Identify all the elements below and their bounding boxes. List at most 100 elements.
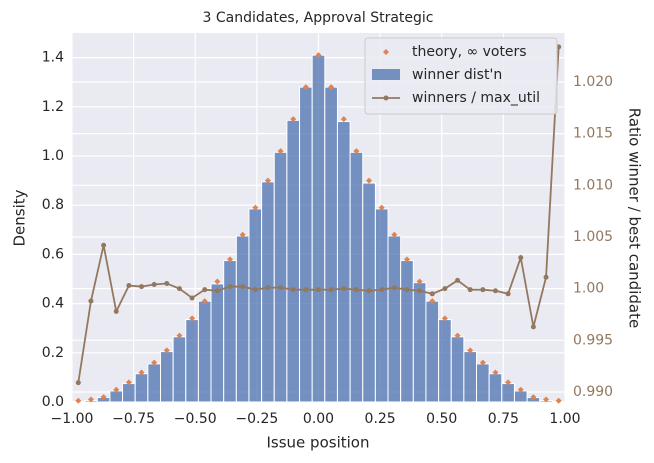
ratio-point bbox=[492, 288, 498, 294]
histogram-bar bbox=[248, 208, 263, 403]
theory-point bbox=[277, 148, 284, 155]
theory-point bbox=[366, 177, 373, 184]
ratio-point bbox=[126, 283, 132, 289]
ratio-point bbox=[391, 285, 397, 291]
theory-point bbox=[530, 394, 537, 401]
ratio-point bbox=[252, 287, 258, 293]
theory-point bbox=[467, 347, 474, 354]
y-tick-label: 1.0 bbox=[42, 148, 64, 164]
theory-point bbox=[353, 148, 360, 155]
theory-point bbox=[189, 315, 196, 322]
y-axis-label: Density bbox=[11, 189, 29, 246]
theory-point bbox=[340, 116, 347, 123]
ratio-point bbox=[530, 324, 536, 330]
theory-point bbox=[505, 379, 512, 386]
x-axis-label: Issue position bbox=[267, 434, 370, 452]
theory-point bbox=[517, 386, 524, 393]
histogram-bar bbox=[261, 181, 275, 403]
ratio-point bbox=[442, 286, 448, 292]
theory-point bbox=[113, 386, 120, 393]
ratio-point bbox=[113, 308, 119, 314]
ratio-point bbox=[341, 286, 347, 292]
histogram-bar bbox=[324, 86, 338, 403]
theory-point bbox=[479, 359, 486, 366]
theory-point bbox=[315, 52, 322, 59]
histogram-bar bbox=[374, 208, 389, 403]
theory-point bbox=[454, 332, 461, 339]
histogram-bar bbox=[463, 351, 478, 403]
histogram-bar bbox=[425, 300, 440, 403]
ratio-point bbox=[316, 287, 321, 293]
histogram-bar bbox=[299, 86, 313, 403]
ratio-point bbox=[240, 284, 246, 290]
legend: theory, ∞ voters winner dist'n winners / m… bbox=[364, 37, 558, 115]
histogram-bar bbox=[122, 383, 136, 403]
y-tick-label: 1.2 bbox=[42, 99, 64, 115]
histogram-bar bbox=[223, 260, 237, 403]
histogram-bar bbox=[349, 151, 364, 403]
ratio-point bbox=[227, 284, 233, 290]
ratio-point bbox=[480, 287, 486, 293]
theory-point bbox=[543, 396, 550, 403]
theory-point bbox=[201, 298, 208, 305]
ratio-point bbox=[189, 295, 195, 301]
histogram-bar bbox=[273, 151, 288, 403]
ratio-point bbox=[404, 287, 410, 293]
x-tick-label: 0.50 bbox=[426, 411, 457, 427]
ratio-point bbox=[290, 287, 296, 293]
histogram-bar bbox=[286, 119, 301, 403]
ratio-point bbox=[75, 380, 81, 386]
ratio-point bbox=[518, 255, 524, 261]
histogram-bar bbox=[387, 235, 402, 403]
y2-axis-label: Ratio winner / best candidate bbox=[626, 108, 644, 328]
legend-marker bbox=[383, 49, 389, 55]
theory-point bbox=[239, 231, 246, 238]
theory-point bbox=[378, 204, 385, 211]
chart-title: 3 Candidates, Approval Strategic bbox=[203, 10, 434, 26]
ratio-point bbox=[455, 277, 461, 283]
theory-point bbox=[151, 359, 158, 366]
y2-tick-label: 1.00 bbox=[573, 281, 604, 297]
histogram-bar bbox=[336, 121, 351, 403]
theory-point bbox=[403, 256, 410, 263]
theory-point bbox=[214, 278, 221, 285]
legend-label: winner dist'n bbox=[412, 67, 502, 83]
ratio-point bbox=[366, 288, 372, 294]
theory-point bbox=[391, 231, 398, 238]
x-tick-label: −0.25 bbox=[235, 411, 278, 427]
histogram-bar bbox=[400, 260, 414, 403]
ratio-point bbox=[379, 287, 385, 293]
ratio-point bbox=[467, 287, 473, 293]
theory-point bbox=[176, 332, 183, 339]
legend-swatch bbox=[372, 69, 400, 80]
histogram-bar bbox=[501, 383, 515, 403]
theory-point bbox=[555, 397, 562, 404]
x-tick-label: 0.75 bbox=[488, 411, 519, 427]
histogram-bar bbox=[476, 363, 490, 403]
y-tick-label: 0.6 bbox=[42, 246, 64, 262]
y2-tick-label: 1.010 bbox=[573, 177, 613, 193]
y2-tick-label: 1.015 bbox=[573, 126, 613, 142]
y2-tick-label: 1.005 bbox=[573, 229, 613, 245]
histogram-bar bbox=[311, 54, 326, 403]
legend-label: winners / max_util bbox=[412, 90, 540, 106]
ratio-point bbox=[303, 287, 309, 293]
theory-point bbox=[441, 315, 448, 322]
marks bbox=[71, 44, 566, 404]
legend-marker bbox=[383, 95, 389, 101]
theory-point bbox=[416, 278, 423, 285]
theory-point bbox=[290, 116, 297, 123]
legend-label: theory, ∞ voters bbox=[412, 44, 527, 60]
y-tick-label: 0.8 bbox=[42, 197, 64, 213]
histogram-bar bbox=[197, 300, 212, 403]
theory-point bbox=[163, 347, 170, 354]
theory-point bbox=[87, 396, 94, 403]
ratio-point bbox=[429, 291, 435, 297]
histogram-bar bbox=[159, 351, 174, 403]
theory-point bbox=[138, 369, 145, 376]
histogram-bar bbox=[210, 283, 225, 403]
ratio-point bbox=[505, 291, 511, 297]
y-tick-label: 0.2 bbox=[42, 345, 64, 361]
ratio-point bbox=[278, 285, 284, 291]
theory-point bbox=[302, 84, 309, 91]
